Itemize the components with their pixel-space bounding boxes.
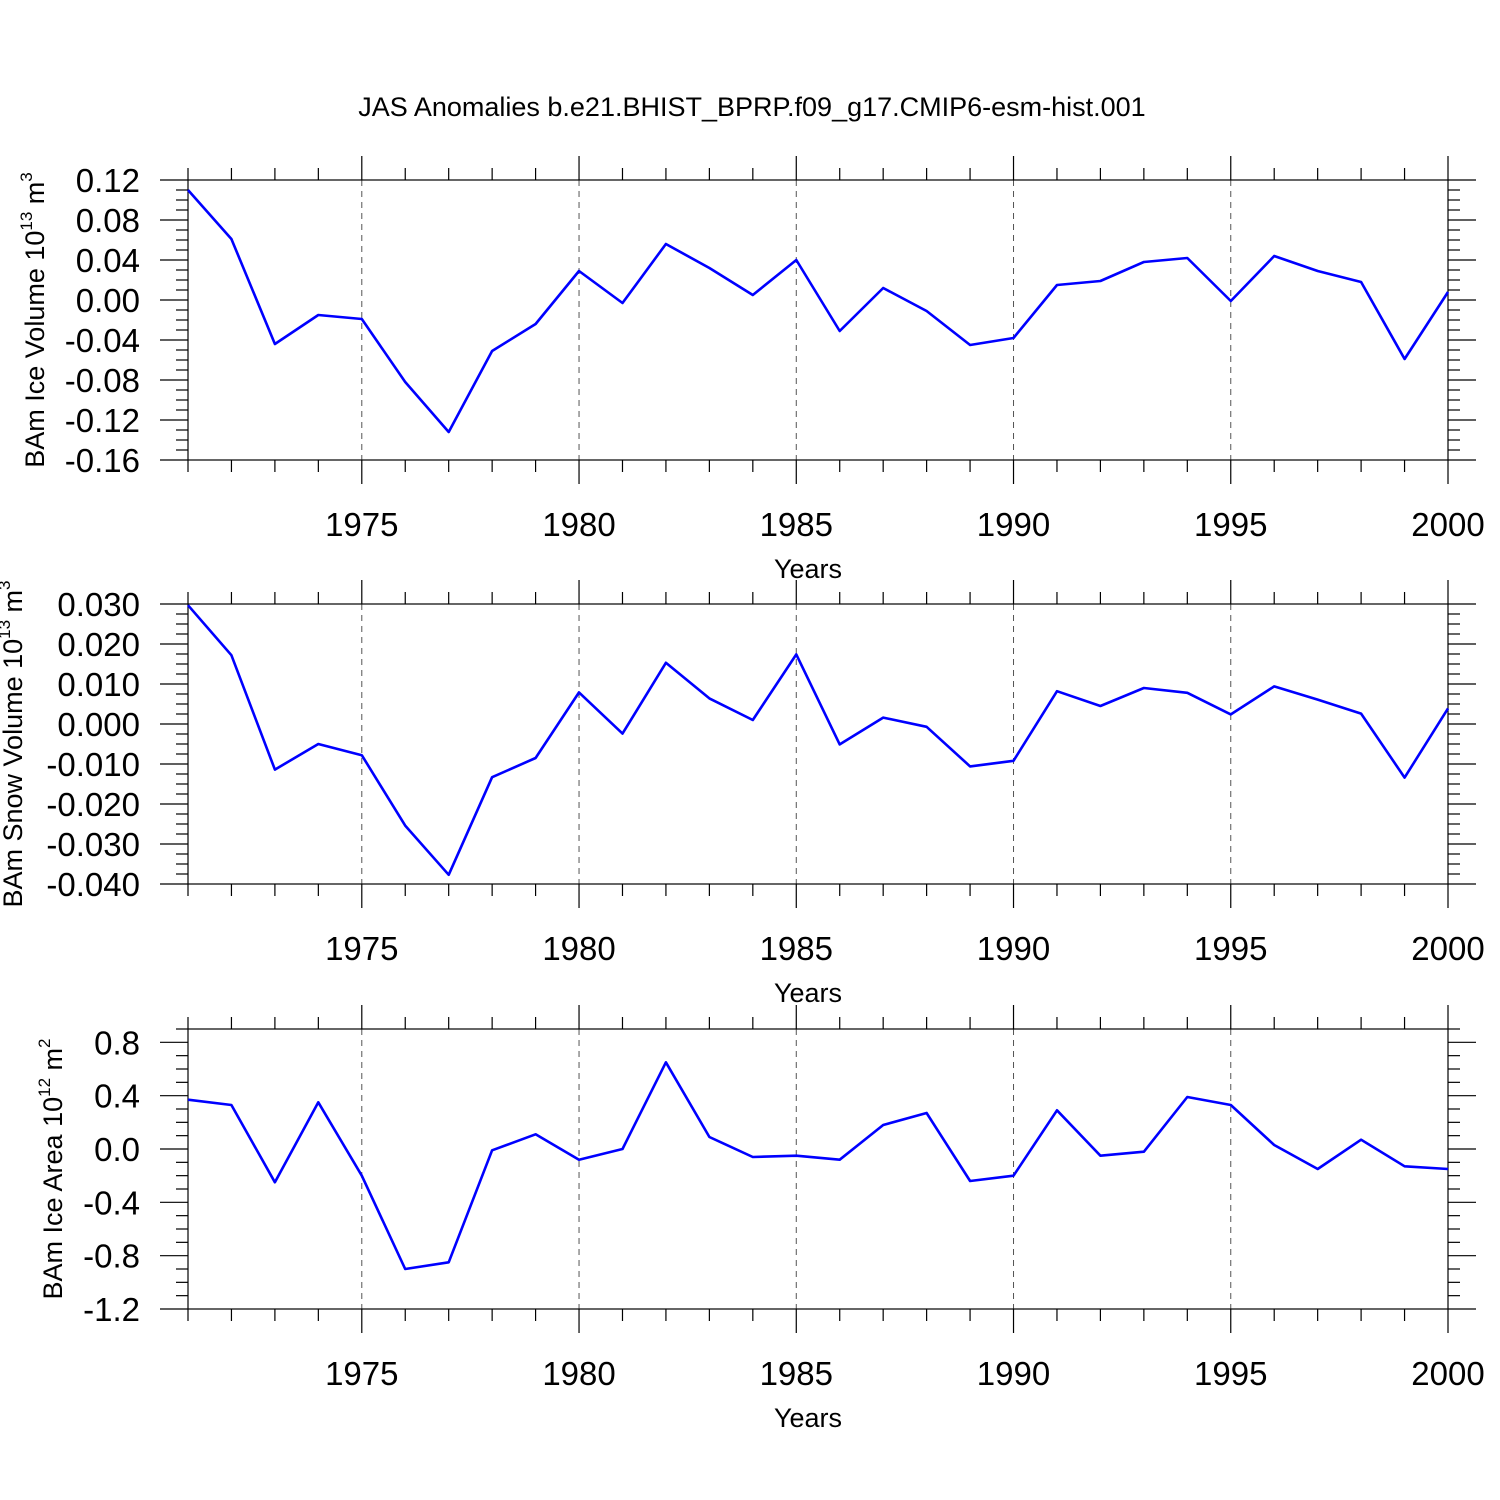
y-axis-label: BAm Snow Volume 1013 m3 [0, 580, 28, 907]
y-axis-label-unit: m [20, 182, 50, 212]
plot-frame [187, 179, 1449, 461]
x-tick-label: 1985 [760, 1355, 833, 1392]
plot-frame [187, 603, 1449, 885]
y-axis-label: BAm Ice Volume 1013 m3 [17, 172, 50, 468]
x-tick-label: 2000 [1411, 930, 1484, 967]
panel-snow-volume: -0.040-0.030-0.020-0.0100.0000.0100.0200… [0, 580, 1485, 1008]
figure-title: JAS Anomalies b.e21.BHIST_BPRP.f09_g17.C… [358, 92, 1145, 122]
y-axis-label-unit: m [0, 590, 28, 620]
y-axis-label: BAm Ice Area 1012 m2 [35, 1039, 68, 1300]
y-axis-label-exponent: 13 [17, 212, 36, 231]
y-axis-label-main: BAm Ice Volume 10 [20, 231, 50, 468]
x-tick-label: 1975 [325, 1355, 398, 1392]
y-axis-label-exponent: 12 [35, 1078, 54, 1097]
x-tick-label: 1995 [1194, 506, 1267, 543]
y-tick-label: 0.00 [76, 282, 140, 319]
x-tick-label: 1980 [542, 1355, 615, 1392]
panels: -0.16-0.12-0.08-0.040.000.040.080.12 1975… [0, 156, 1485, 1433]
plot-frame [187, 1028, 1449, 1310]
y-axis-label-unit-exponent: 2 [35, 1039, 54, 1048]
x-tick-label: 1985 [760, 930, 833, 967]
x-tick-label: 1990 [977, 506, 1050, 543]
y-tick-label: -0.020 [46, 786, 140, 823]
panel-ice-area: -1.2 -0.8 -0.4 0.0 0.4 0.8 1975 1980 1985 1990 199… [35, 1005, 1485, 1433]
x-tick-label: 1975 [325, 930, 398, 967]
y-axis-label-main: BAm Snow Volume 10 [0, 639, 28, 908]
y-tick-label: -0.010 [46, 746, 140, 783]
series-line-snow-volume [187, 604, 1450, 877]
y-tick-label: 0.020 [57, 626, 140, 663]
x-tick-label: 1975 [325, 506, 398, 543]
y-tick-label: 0.000 [57, 706, 140, 743]
y-tick-label: 0.4 [94, 1078, 140, 1115]
x-tick-label: 1985 [760, 506, 833, 543]
x-tick-label: 1980 [542, 930, 615, 967]
series-line-ice-volume [187, 189, 1450, 434]
y-tick-label: -0.040 [46, 866, 140, 903]
y-tick-label: 0.0 [94, 1131, 140, 1168]
y-tick-label: 0.030 [57, 586, 140, 623]
y-tick-label: 0.08 [76, 202, 140, 239]
y-tick-label: 0.010 [57, 666, 140, 703]
x-axis-label: Years [774, 978, 842, 1008]
x-tick-label: 1995 [1194, 1355, 1267, 1392]
x-tick-label: 1980 [542, 506, 615, 543]
panel-ice-volume: -0.16-0.12-0.08-0.040.000.040.080.12 1975… [17, 156, 1485, 584]
y-tick-label: -0.4 [83, 1184, 140, 1221]
x-tick-label: 1990 [977, 930, 1050, 967]
y-tick-label: 0.8 [94, 1024, 140, 1061]
y-axis-label-unit-exponent: 3 [17, 172, 36, 181]
y-tick-label: -0.8 [83, 1238, 140, 1275]
y-axis-label-unit: m [38, 1048, 68, 1078]
y-tick-label: -0.16 [65, 442, 140, 479]
y-tick-label: -0.04 [65, 322, 140, 359]
y-tick-label: -0.030 [46, 826, 140, 863]
y-axis-label-exponent: 13 [0, 620, 14, 639]
y-axis-label-unit-exponent: 3 [0, 580, 14, 589]
x-tick-label: 1990 [977, 1355, 1050, 1392]
y-tick-label: -0.12 [65, 402, 140, 439]
y-tick-label: 0.12 [76, 162, 140, 199]
y-tick-label: -0.08 [65, 362, 140, 399]
x-tick-label: 2000 [1411, 1355, 1484, 1392]
x-tick-label: 2000 [1411, 506, 1484, 543]
x-axis-label: Years [774, 554, 842, 584]
series-line-ice-area [187, 1061, 1449, 1271]
x-tick-label: 1995 [1194, 930, 1267, 967]
y-tick-label: -1.2 [83, 1291, 140, 1328]
y-tick-label: 0.04 [76, 242, 140, 279]
x-axis-label: Years [774, 1403, 842, 1433]
y-axis-label-main: BAm Ice Area 10 [38, 1097, 68, 1300]
